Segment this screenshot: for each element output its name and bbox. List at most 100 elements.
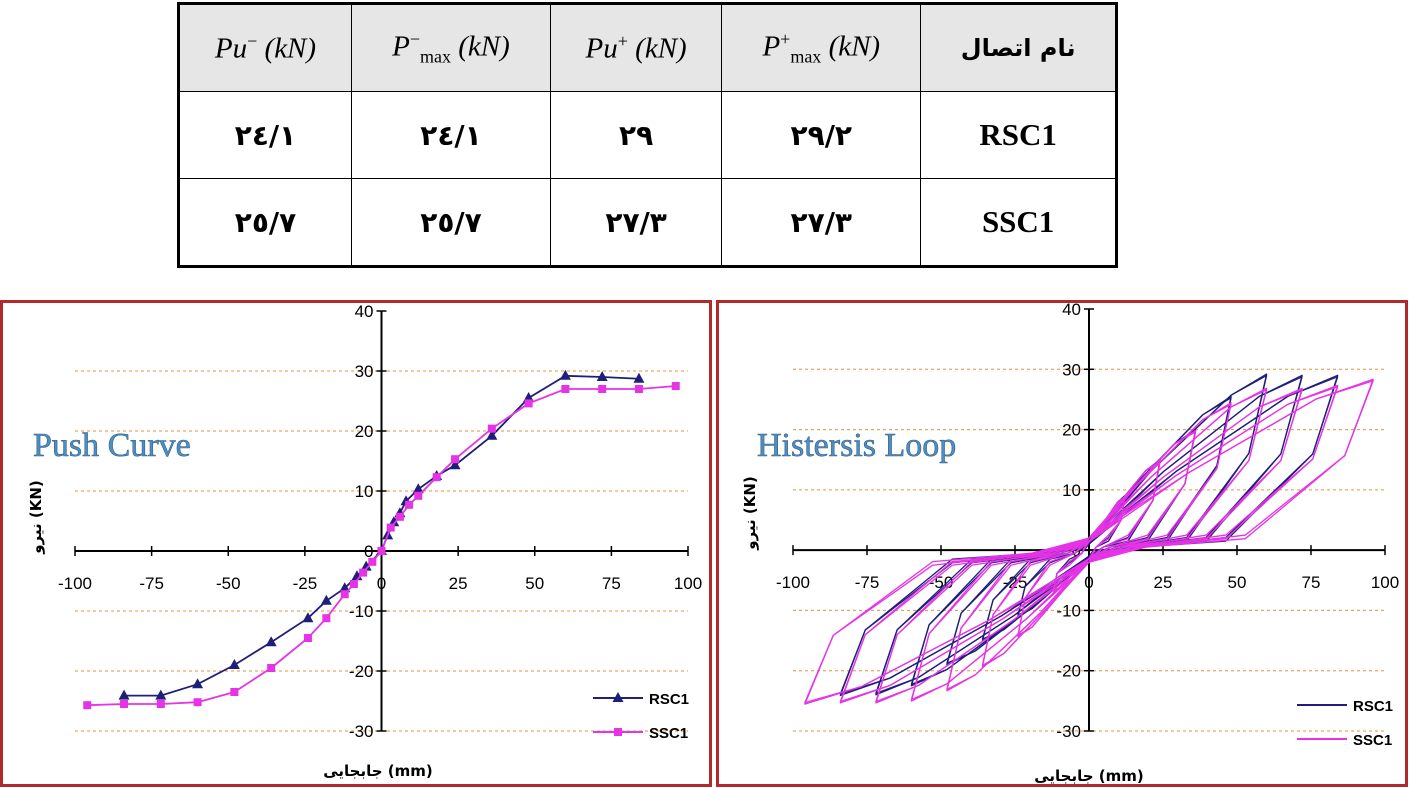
legend-label: RSC1 (649, 691, 689, 708)
x-tick-label: -25 (293, 574, 318, 593)
x-tick-label: 50 (525, 574, 544, 593)
table-cell: ۲۷/۳ (721, 178, 922, 267)
data-point (487, 424, 496, 433)
x-tick-label: -75 (855, 573, 880, 592)
data-point (320, 594, 332, 605)
y-tick-label: 20 (355, 422, 374, 441)
push-curve-chart: -100 -75 -50 -25 0 25 50 75 100-30-20-1001020304… (27, 303, 702, 780)
chart-title: Histersis Loop (757, 427, 956, 464)
data-point (349, 580, 358, 588)
connections-table: Pu− (kN) P−max (kN) Pu+ (kN) P+max (kN) … (177, 2, 1118, 268)
data-point (386, 523, 395, 532)
table-cell: ۲۷/۳ (549, 178, 723, 267)
data-point (340, 590, 349, 599)
y-tick-label: 10 (355, 482, 374, 501)
data-point (359, 568, 368, 577)
x-axis-label: جابجایی (mm) (1034, 767, 1144, 784)
data-point (414, 491, 423, 500)
y-tick-label: -10 (349, 602, 374, 621)
y-tick-label: 0 (1072, 541, 1081, 560)
data-point (156, 700, 165, 708)
table-cell: ۲٤/۱ (178, 91, 352, 179)
y-tick-label: 30 (1062, 360, 1081, 379)
data-point (451, 455, 460, 464)
push-curve-panel: -100 -75 -50 -25 0 25 50 75 100 -30 -20 -10 0 10 20 30 4… (0, 300, 712, 787)
data-point (193, 698, 202, 707)
data-point (486, 429, 498, 440)
data-point (322, 614, 331, 623)
y-axis-label: نیرو (KN) (741, 476, 759, 551)
data-point (559, 369, 571, 380)
data-point (267, 664, 276, 672)
y-tick-label: 10 (1062, 481, 1081, 500)
data-point (449, 459, 461, 470)
y-tick-label: 0 (364, 542, 373, 561)
data-point (596, 371, 608, 381)
data-point (83, 701, 92, 710)
data-point (412, 483, 424, 494)
table-row-name: SSC1 (920, 178, 1117, 267)
table-cell: ۲٤/۱ (350, 91, 551, 179)
data-point (612, 692, 624, 702)
header-pmax-neg: P−max (kN) (350, 3, 551, 92)
x-tick-label: 50 (1228, 573, 1247, 592)
table-header-row: Pu− (kN) P−max (kN) Pu+ (kN) P+max (kN) … (178, 3, 1117, 92)
y-tick-label: -20 (1056, 662, 1081, 681)
hysteresis-panel: -100 -75 -50 -25 0 25 50 75 100 -30 -20 -10 0 10 20 30 4… (716, 300, 1408, 787)
x-tick-label: -75 (139, 574, 164, 593)
data-point (120, 700, 129, 708)
x-tick-label: 100 (1371, 573, 1399, 592)
y-tick-label: 40 (355, 303, 374, 321)
header-connection-name: نام اتصال (920, 3, 1117, 92)
data-point (598, 385, 607, 393)
table-row: ۲٤/۱ ۲٤/۱ ۲۹ ۲۹/۲ RSC1 (178, 91, 1117, 179)
data-point (395, 512, 404, 521)
header-pu-neg: Pu− (kN) (178, 3, 352, 92)
x-tick-label: -100 (58, 574, 92, 593)
y-tick-label: -10 (1056, 601, 1081, 620)
y-tick-label: 30 (355, 362, 374, 381)
header-pu-pos: Pu+ (kN) (549, 3, 723, 92)
x-tick-label: 25 (449, 574, 468, 593)
x-axis-label: جابجایی (mm) (323, 762, 433, 780)
data-point (633, 372, 645, 383)
data-point (561, 385, 570, 393)
data-point (118, 689, 130, 700)
table-row-name: RSC1 (920, 91, 1117, 179)
hysteresis-loop (804, 380, 1374, 704)
table-row: ۲٥/۷ ۲٥/۷ ۲۷/۳ ۲۷/۳ SSC1 (178, 178, 1117, 267)
y-axis-label: نیرو (KN) (27, 480, 45, 555)
x-tick-label: 25 (1154, 573, 1173, 592)
header-pmax-pos: P+max (kN) (721, 3, 922, 92)
y-tick-label: 40 (1062, 303, 1081, 319)
data-point (302, 612, 314, 623)
hysteresis-chart: -100 -75 -50 -25 0 25 50 75 100-30-20-1001020304… (741, 303, 1399, 784)
data-point (614, 728, 622, 736)
data-point (377, 547, 386, 555)
data-point (368, 557, 377, 566)
data-point (230, 688, 239, 696)
x-tick-label: -50 (216, 574, 241, 593)
data-point (155, 689, 167, 700)
data-point (303, 634, 312, 642)
table-cell: ۲٥/۷ (178, 178, 352, 267)
data-point (524, 399, 533, 408)
x-tick-label: 75 (1302, 573, 1321, 592)
x-tick-label: 0 (1084, 573, 1093, 592)
data-point (339, 582, 351, 593)
legend-label: SSC1 (1353, 732, 1392, 749)
data-point (405, 500, 414, 509)
data-point (360, 560, 372, 571)
legend-label: RSC1 (1353, 698, 1393, 715)
data-point (634, 385, 643, 393)
x-tick-label: 75 (602, 574, 621, 593)
y-tick-label: -30 (349, 722, 374, 741)
y-tick-label: -30 (1056, 722, 1081, 741)
table-cell: ۲۹ (549, 91, 723, 179)
data-point (228, 659, 240, 669)
table-cell: ۲۹/۲ (721, 91, 922, 179)
x-tick-label: 0 (377, 574, 386, 593)
data-point (192, 678, 204, 689)
data-point (432, 473, 441, 482)
chart-title: Push Curve (33, 427, 191, 464)
